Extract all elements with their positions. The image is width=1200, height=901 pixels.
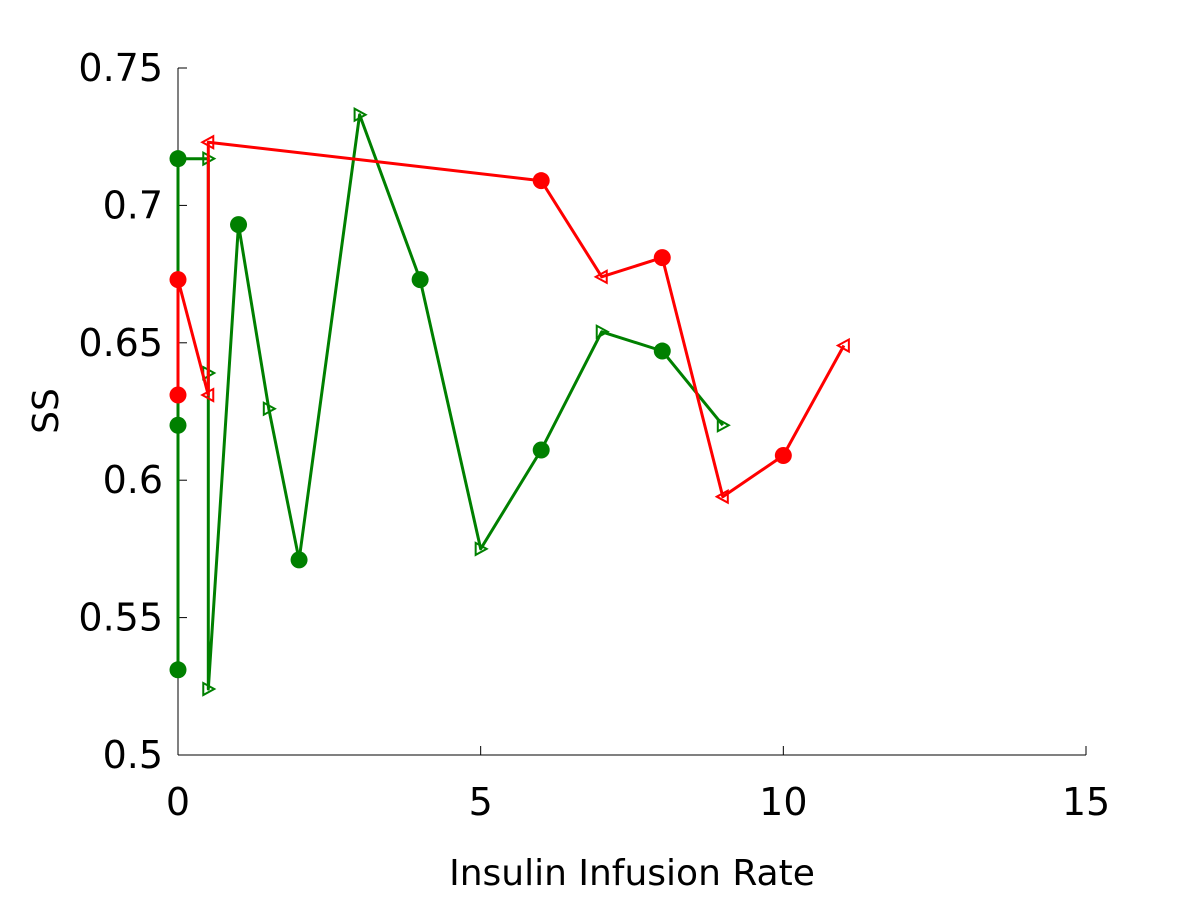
data-point-circle	[169, 271, 187, 289]
series-line	[176, 140, 846, 499]
y-tick-label: 0.55	[78, 596, 163, 640]
data-point-triangle-left	[714, 489, 729, 505]
data-point-triangle-left	[200, 134, 215, 150]
data-point-circle	[290, 551, 308, 569]
y-tick-label: 0.75	[78, 46, 163, 90]
data-point-triangle-right	[262, 401, 277, 417]
data-point-circle	[653, 249, 671, 267]
series-1	[169, 107, 731, 697]
data-point-triangle-right	[716, 417, 731, 433]
data-point-circle	[169, 150, 187, 168]
series-2	[169, 134, 850, 505]
data-point-triangle-right	[202, 681, 217, 697]
data-point-circle	[230, 216, 248, 234]
series-layer	[169, 107, 850, 697]
x-tick-label: 10	[759, 780, 807, 824]
data-point-circle	[774, 446, 792, 464]
x-axis-label: Insulin Infusion Rate	[449, 853, 815, 894]
x-tick-label: 0	[166, 780, 190, 824]
y-tick-label: 0.7	[103, 183, 163, 227]
data-point-triangle-right	[595, 324, 610, 340]
y-axis-label: SS	[26, 388, 67, 434]
x-tick-label: 15	[1062, 780, 1110, 824]
data-point-circle	[532, 441, 550, 459]
data-point-circle	[653, 342, 671, 360]
ticks: 0 5 10 15 0.5 0.55 0.6 0.65 0.7 0.75	[78, 46, 1110, 824]
data-point-circle	[411, 271, 429, 289]
y-tick-label: 0.6	[103, 458, 163, 502]
axes	[177, 68, 1086, 756]
data-point-circle	[532, 172, 550, 190]
y-tick-label: 0.65	[78, 321, 163, 365]
data-point-triangle-left	[593, 269, 608, 285]
y-tick-label: 0.5	[103, 733, 163, 777]
data-point-circle	[169, 386, 187, 404]
x-tick-label: 5	[469, 780, 493, 824]
series-line	[176, 113, 724, 691]
data-point-circle	[169, 416, 187, 434]
data-point-circle	[169, 661, 187, 679]
data-point-triangle-right	[474, 541, 489, 557]
data-point-triangle-left	[835, 337, 850, 354]
data-point-triangle-left	[200, 387, 215, 403]
data-point-triangle-right	[353, 107, 368, 123]
